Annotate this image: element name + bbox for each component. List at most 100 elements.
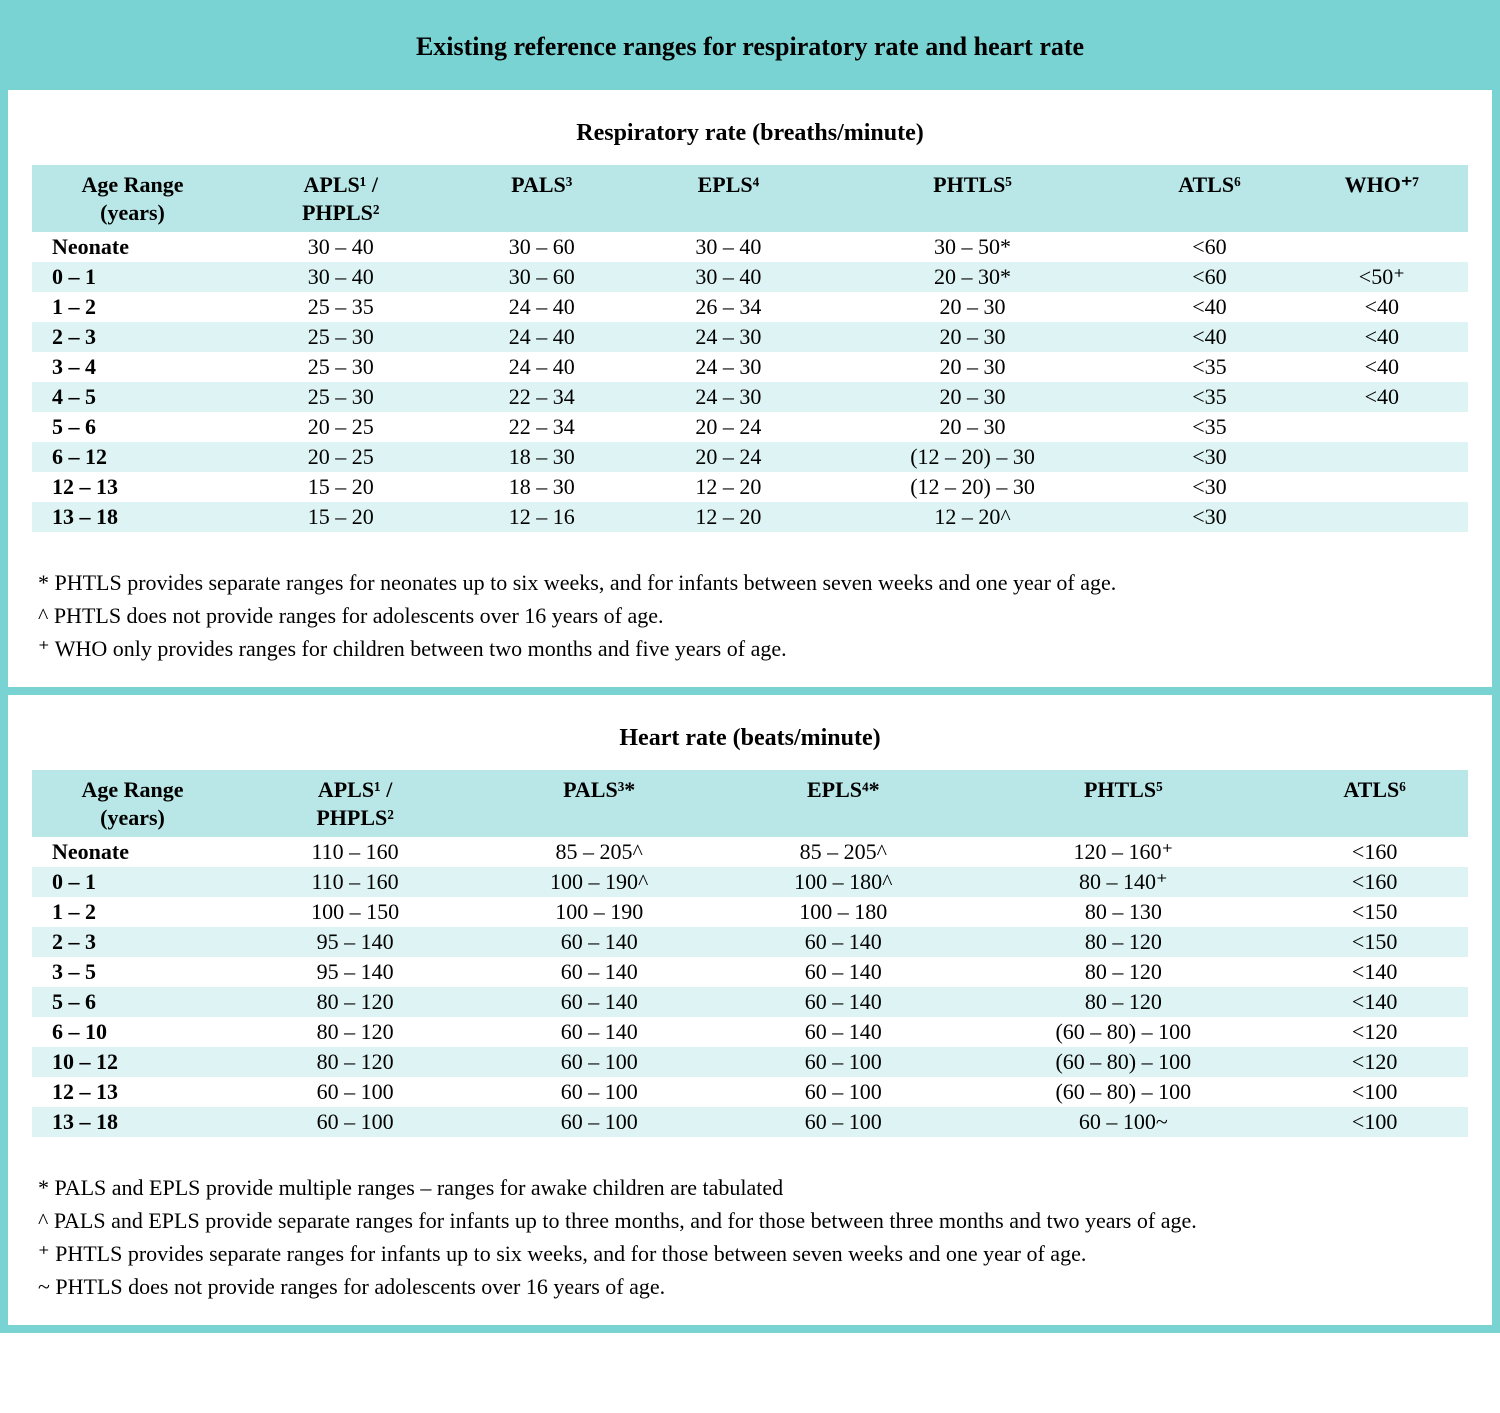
col-phtls: PHTLS⁵ [965, 770, 1281, 837]
age-cell: Neonate [32, 837, 233, 867]
value-cell: <150 [1281, 927, 1468, 957]
value-cell: <160 [1281, 837, 1468, 867]
value-cell: 12 – 16 [448, 502, 635, 532]
table-row: 3 – 425 – 3024 – 4024 – 3020 – 30<35<40 [32, 352, 1468, 382]
heart-table: Age Range(years) APLS¹ /PHPLS² PALS³* EP… [32, 770, 1468, 1137]
value-cell: <160 [1281, 867, 1468, 897]
value-cell: 12 – 20^ [822, 502, 1124, 532]
value-cell: <35 [1123, 412, 1295, 442]
value-cell: 25 – 30 [233, 352, 448, 382]
value-cell [1296, 502, 1468, 532]
age-cell: 0 – 1 [32, 262, 233, 292]
value-cell: 24 – 30 [635, 322, 822, 352]
value-cell: 60 – 140 [721, 987, 965, 1017]
value-cell: 25 – 35 [233, 292, 448, 322]
col-epls: EPLS⁴ [635, 165, 822, 232]
value-cell: 85 – 205^ [477, 837, 721, 867]
value-cell: (60 – 80) – 100 [965, 1047, 1281, 1077]
value-cell: 20 – 30 [822, 322, 1124, 352]
value-cell: 80 – 120 [965, 957, 1281, 987]
value-cell: 60 – 100 [477, 1047, 721, 1077]
note-line: ⁺ WHO only provides ranges for children … [38, 632, 1462, 665]
table-row: Neonate30 – 4030 – 6030 – 4030 – 50*<60 [32, 232, 1468, 262]
age-cell: 12 – 13 [32, 472, 233, 502]
heart-section: Heart rate (beats/minute) Age Range(year… [8, 695, 1492, 1325]
age-cell: 1 – 2 [32, 292, 233, 322]
col-atls: ATLS⁶ [1281, 770, 1468, 837]
value-cell: 30 – 60 [448, 232, 635, 262]
value-cell: 85 – 205^ [721, 837, 965, 867]
value-cell [1296, 412, 1468, 442]
heart-title: Heart rate (beats/minute) [32, 725, 1468, 752]
table-row: 13 – 1860 – 10060 – 10060 – 10060 – 100~… [32, 1107, 1468, 1137]
value-cell: 20 – 24 [635, 412, 822, 442]
value-cell: 12 – 20 [635, 502, 822, 532]
age-cell: 1 – 2 [32, 897, 233, 927]
table-row: 13 – 1815 – 2012 – 1612 – 2012 – 20^<30 [32, 502, 1468, 532]
age-cell: 2 – 3 [32, 322, 233, 352]
value-cell: 24 – 30 [635, 382, 822, 412]
value-cell: 18 – 30 [448, 472, 635, 502]
value-cell: 80 – 140⁺ [965, 867, 1281, 897]
value-cell: 100 – 180 [721, 897, 965, 927]
value-cell: 60 – 100 [477, 1107, 721, 1137]
note-line: * PHTLS provides separate ranges for neo… [38, 566, 1462, 599]
age-cell: 2 – 3 [32, 927, 233, 957]
value-cell: 24 – 40 [448, 352, 635, 382]
value-cell: 20 – 30 [822, 412, 1124, 442]
table-row: 10 – 1280 – 12060 – 10060 – 100(60 – 80)… [32, 1047, 1468, 1077]
age-cell: Neonate [32, 232, 233, 262]
table-row: 12 – 1360 – 10060 – 10060 – 100(60 – 80)… [32, 1077, 1468, 1107]
value-cell: 18 – 30 [448, 442, 635, 472]
value-cell: 100 – 190^ [477, 867, 721, 897]
value-cell: 20 – 30* [822, 262, 1124, 292]
col-pals: PALS³* [477, 770, 721, 837]
value-cell: <40 [1296, 352, 1468, 382]
table-row: 1 – 2100 – 150100 – 190100 – 18080 – 130… [32, 897, 1468, 927]
value-cell: <140 [1281, 987, 1468, 1017]
table-row: 12 – 1315 – 2018 – 3012 – 20(12 – 20) – … [32, 472, 1468, 502]
value-cell: <40 [1296, 322, 1468, 352]
value-cell: 60 – 100~ [965, 1107, 1281, 1137]
table-row: 6 – 1220 – 2518 – 3020 – 24(12 – 20) – 3… [32, 442, 1468, 472]
value-cell: <150 [1281, 897, 1468, 927]
value-cell: 60 – 100 [477, 1077, 721, 1107]
value-cell: <50⁺ [1296, 262, 1468, 292]
table-row: 5 – 680 – 12060 – 14060 – 14080 – 120<14… [32, 987, 1468, 1017]
value-cell: <100 [1281, 1077, 1468, 1107]
value-cell: 30 – 40 [635, 232, 822, 262]
age-cell: 13 – 18 [32, 502, 233, 532]
table-row: 2 – 395 – 14060 – 14060 – 14080 – 120<15… [32, 927, 1468, 957]
value-cell: 80 – 120 [965, 987, 1281, 1017]
table-row: 3 – 595 – 14060 – 14060 – 14080 – 120<14… [32, 957, 1468, 987]
value-cell: <30 [1123, 502, 1295, 532]
value-cell: (12 – 20) – 30 [822, 442, 1124, 472]
value-cell: 24 – 30 [635, 352, 822, 382]
col-phtls: PHTLS⁵ [822, 165, 1124, 232]
value-cell: 95 – 140 [233, 957, 477, 987]
age-cell: 6 – 10 [32, 1017, 233, 1047]
value-cell: 80 – 120 [965, 927, 1281, 957]
value-cell: 100 – 190 [477, 897, 721, 927]
age-cell: 3 – 5 [32, 957, 233, 987]
value-cell: 20 – 30 [822, 352, 1124, 382]
value-cell: 20 – 30 [822, 382, 1124, 412]
value-cell: 60 – 140 [721, 957, 965, 987]
note-line: ^ PHTLS does not provide ranges for adol… [38, 599, 1462, 632]
age-cell: 3 – 4 [32, 352, 233, 382]
note-line: * PALS and EPLS provide multiple ranges … [38, 1171, 1462, 1204]
value-cell: 30 – 50* [822, 232, 1124, 262]
col-pals: PALS³ [448, 165, 635, 232]
value-cell: 110 – 160 [233, 867, 477, 897]
heart-header-row: Age Range(years) APLS¹ /PHPLS² PALS³* EP… [32, 770, 1468, 837]
value-cell: 60 – 100 [233, 1107, 477, 1137]
value-cell: 20 – 24 [635, 442, 822, 472]
value-cell: <60 [1123, 232, 1295, 262]
value-cell: 80 – 120 [233, 987, 477, 1017]
value-cell: <35 [1123, 352, 1295, 382]
value-cell: <120 [1281, 1017, 1468, 1047]
value-cell: 26 – 34 [635, 292, 822, 322]
value-cell: 20 – 30 [822, 292, 1124, 322]
respiratory-title: Respiratory rate (breaths/minute) [32, 120, 1468, 147]
col-apls: APLS¹ /PHPLS² [233, 770, 477, 837]
